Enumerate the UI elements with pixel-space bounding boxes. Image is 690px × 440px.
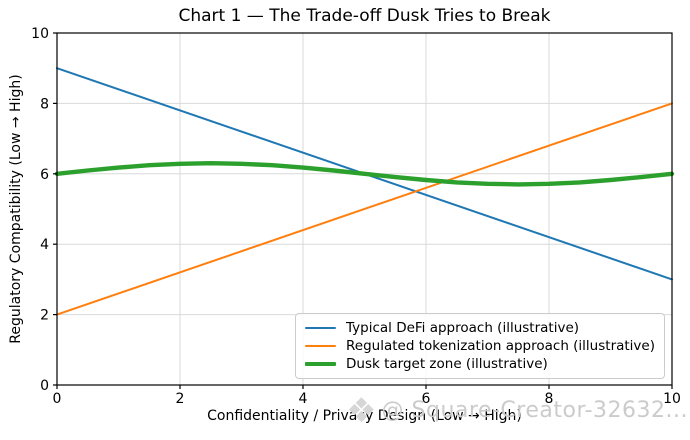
axes-spines [56, 32, 673, 386]
y-tick-label: 4 [40, 237, 49, 253]
legend-line-swatch-green [305, 361, 336, 367]
legend-label: Regulated tokenization approach (illustr… [346, 338, 655, 354]
legend-line-swatch-blue [305, 326, 336, 330]
x-tick-label: 4 [299, 391, 308, 407]
series-line-1 [56, 102, 673, 316]
y-tick-label: 6 [40, 167, 49, 183]
x-tick-label: 0 [53, 391, 62, 407]
legend-item-dusk-target: Dusk target zone (illustrative) [305, 355, 655, 373]
legend: Typical DeFi approach (illustrative) Reg… [295, 313, 665, 379]
x-tick-label: 2 [176, 391, 185, 407]
y-tick-label: 2 [40, 308, 49, 324]
x-tick-label: 8 [545, 391, 554, 407]
legend-label: Dusk target zone (illustrative) [346, 356, 548, 372]
legend-item-typical-defi: Typical DeFi approach (illustrative) [305, 319, 655, 337]
y-tick-label: 10 [31, 26, 49, 42]
y-tick-label: 8 [40, 96, 49, 112]
chart-title: Chart 1 — The Trade-off Dusk Tries to Br… [178, 6, 551, 26]
legend-line-swatch-orange [305, 344, 336, 348]
series-line-2 [54, 160, 675, 187]
legend-label: Typical DeFi approach (illustrative) [346, 320, 580, 336]
legend-item-regulated-tokenization: Regulated tokenization approach (illustr… [305, 337, 655, 355]
x-tick-label: 10 [663, 391, 681, 407]
x-axis-label: Confidentiality / Privacy Design (Low → … [207, 408, 522, 424]
x-tick-label: 6 [422, 391, 431, 407]
y-tick-label: 0 [40, 378, 49, 394]
